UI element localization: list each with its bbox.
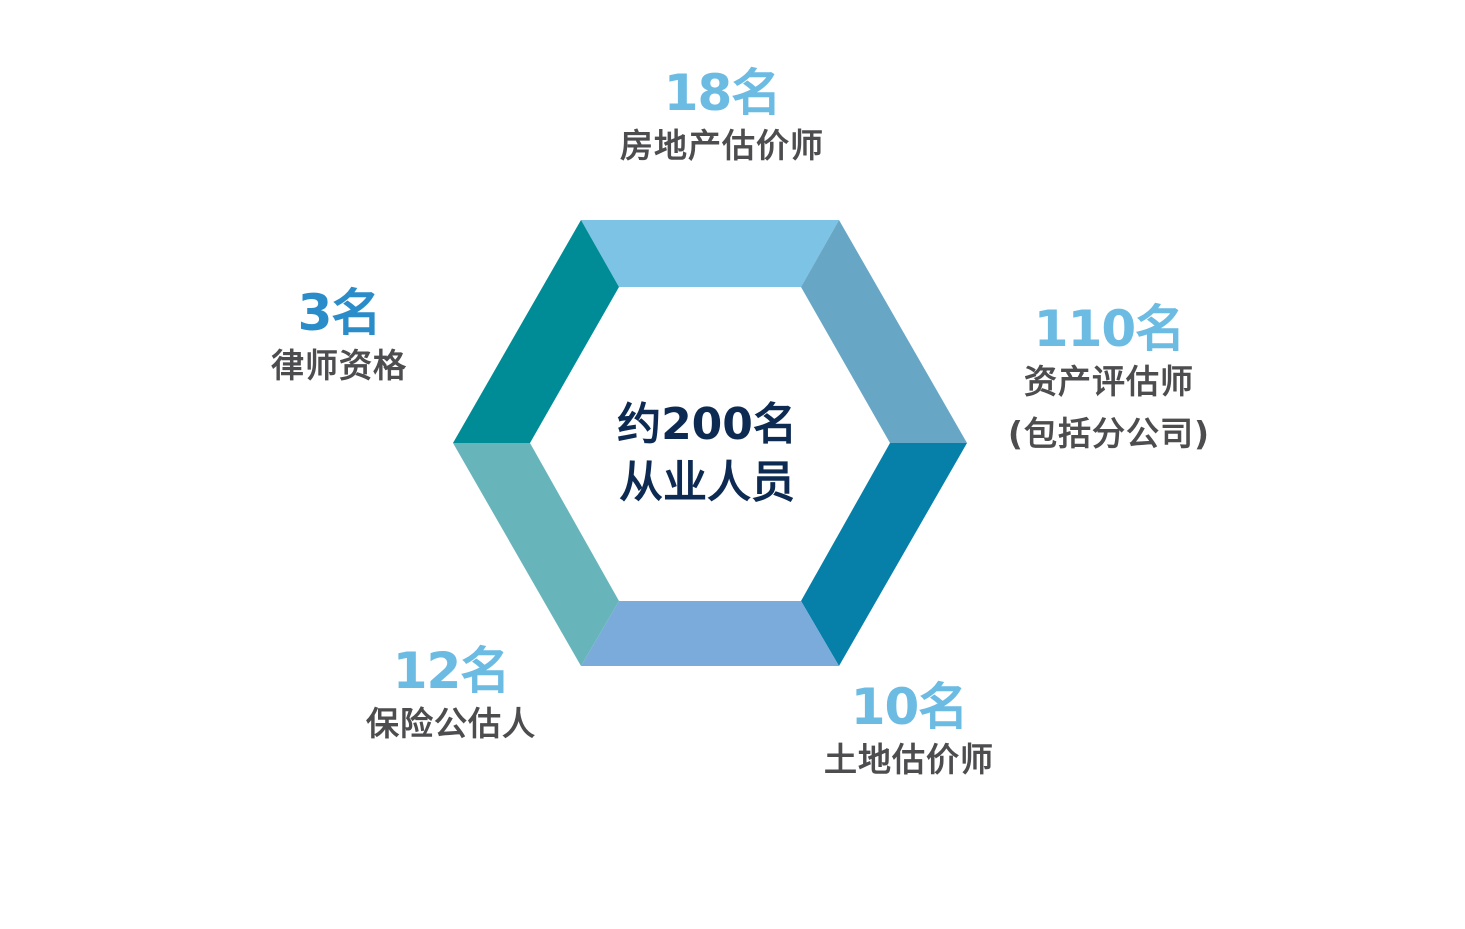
desc-asset-appraisers-note: (包括分公司) bbox=[1007, 414, 1211, 453]
count-real-estate-appraisers: 18名 bbox=[663, 64, 782, 122]
label-lawyer-qualification: 3名 律师资格 bbox=[271, 286, 407, 392]
count-asset-appraisers: 110名 bbox=[1033, 300, 1185, 358]
center-line-2: 从业人员 bbox=[618, 457, 795, 508]
center-line-1: 约200名 bbox=[617, 399, 797, 450]
desc-land-appraisers: 土地估价师 bbox=[824, 740, 994, 779]
hex-segment-upper-left bbox=[453, 220, 619, 443]
count-land-appraisers: 10名 bbox=[850, 678, 969, 736]
count-lawyer-qualification: 3名 bbox=[297, 284, 382, 342]
label-real-estate-appraisers: 18名 房地产估价师 bbox=[620, 66, 824, 172]
desc-insurance-adjusters: 保险公估人 bbox=[366, 704, 536, 743]
count-insurance-adjusters: 12名 bbox=[392, 642, 511, 700]
hex-segment-top bbox=[581, 220, 839, 287]
label-asset-appraisers: 110名 资产评估师 (包括分公司) bbox=[1008, 302, 1210, 460]
hex-segment-lower-left bbox=[453, 443, 619, 666]
hex-segment-bottom bbox=[581, 601, 839, 666]
center-label: 约200名 从业人员 bbox=[617, 396, 797, 512]
label-insurance-adjusters: 12名 保险公估人 bbox=[366, 644, 536, 750]
hex-segment-upper-right bbox=[801, 220, 967, 443]
label-land-appraisers: 10名 土地估价师 bbox=[824, 680, 994, 786]
desc-real-estate-appraisers: 房地产估价师 bbox=[620, 126, 824, 165]
desc-lawyer-qualification: 律师资格 bbox=[271, 346, 407, 385]
hex-segment-lower-right bbox=[801, 443, 967, 666]
desc-asset-appraisers: 资产评估师 bbox=[1023, 362, 1194, 401]
